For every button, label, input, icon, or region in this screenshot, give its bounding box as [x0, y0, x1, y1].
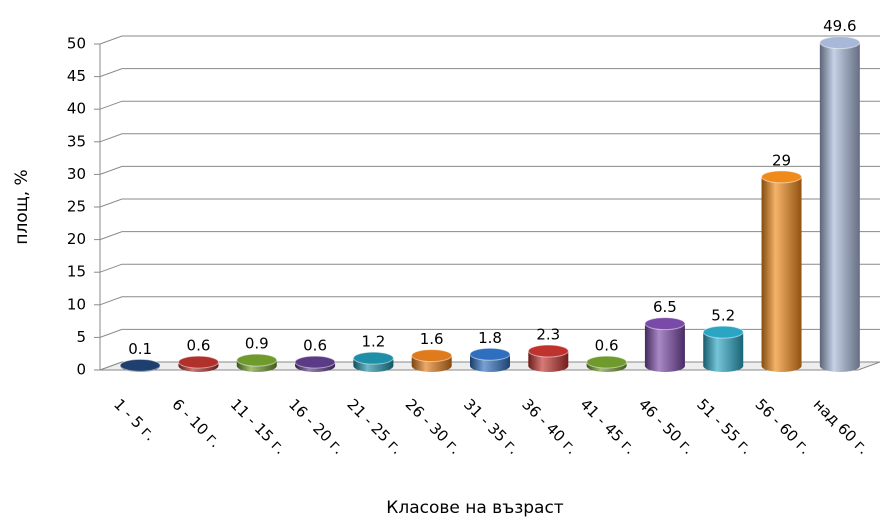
- x-tick-label: 56 - 60 г.: [752, 395, 815, 458]
- bar: [761, 170, 803, 372]
- x-tick-label: 31 - 35 г.: [460, 395, 523, 458]
- grid-line: [99, 198, 880, 208]
- grid-line: [99, 100, 880, 110]
- x-tick-label: над 60 г.: [810, 395, 873, 458]
- y-tick-label: 45: [67, 67, 86, 85]
- x-tick-label: 51 - 55 г.: [693, 395, 756, 458]
- y-tick-label: 30: [67, 165, 86, 183]
- bar: [644, 317, 686, 372]
- grid-line: [99, 231, 880, 241]
- bar-top: [761, 170, 803, 184]
- bar: [527, 344, 569, 372]
- bar: [236, 353, 278, 372]
- bar-top: [177, 355, 219, 369]
- x-tick-label: 36 - 40 г.: [518, 395, 581, 458]
- bar: [411, 349, 453, 372]
- data-label: 49.6: [823, 17, 856, 35]
- data-label: 29: [772, 151, 791, 169]
- bar: [177, 355, 219, 372]
- bar-body: [703, 332, 744, 372]
- data-label: 1.2: [361, 333, 385, 351]
- data-label: 0.6: [187, 337, 211, 355]
- bar-top: [644, 317, 686, 331]
- bar: [702, 325, 744, 372]
- bar-top: [119, 358, 161, 372]
- x-tick-label: 41 - 45 г.: [577, 395, 640, 458]
- bar: [469, 347, 511, 372]
- data-label: 6.5: [653, 298, 677, 316]
- data-label: 1.6: [420, 330, 444, 348]
- x-tick-label: 6 - 10 г.: [168, 395, 224, 451]
- x-tick-label: 21 - 25 г.: [343, 395, 406, 458]
- x-tick-label: 46 - 50 г.: [635, 395, 698, 458]
- bar-top: [352, 351, 394, 365]
- bar-top: [411, 349, 453, 363]
- y-tick-label: 10: [67, 295, 86, 313]
- x-tick-label: 16 - 20 г.: [285, 395, 348, 458]
- x-tick-label: 1 - 5 г.: [110, 395, 159, 444]
- grid-line: [99, 133, 880, 143]
- y-tick-label: 35: [67, 132, 86, 150]
- bar-top: [819, 36, 861, 50]
- bar-top: [469, 347, 511, 361]
- y-tick-label: 40: [67, 100, 86, 118]
- bar: [586, 355, 628, 372]
- y-tick-label: 50: [67, 35, 86, 53]
- grid-line: [99, 296, 880, 306]
- data-label: 5.2: [711, 307, 735, 325]
- data-label: 2.3: [536, 326, 560, 344]
- data-label: 0.6: [595, 337, 619, 355]
- bar: [119, 358, 161, 372]
- y-tick-label: 20: [67, 230, 86, 248]
- y-tick-label: 25: [67, 198, 86, 216]
- bar-top: [586, 355, 628, 369]
- bar-top: [702, 325, 744, 339]
- grid-line: [99, 328, 880, 338]
- grid-line: [99, 35, 880, 45]
- bar: [294, 355, 336, 372]
- y-tick-label: 5: [76, 328, 86, 346]
- bar: [819, 36, 861, 372]
- bar-body: [761, 176, 802, 372]
- grid-line: [99, 263, 880, 273]
- data-label: 1.8: [478, 329, 502, 347]
- data-label: 0.1: [128, 340, 152, 358]
- bar-body: [644, 323, 685, 372]
- x-tick-label: 26 - 30 г.: [402, 395, 465, 458]
- bar-top: [294, 355, 336, 369]
- y-axis-label: площ, %: [12, 169, 32, 244]
- grid-line: [99, 68, 880, 78]
- data-label: 0.9: [245, 335, 269, 353]
- bar-top: [527, 344, 569, 358]
- data-label: 0.6: [303, 337, 327, 355]
- x-axis-label: Класове на възраст: [386, 498, 564, 518]
- bar-top: [236, 353, 278, 367]
- grid-line: [99, 165, 880, 175]
- y-tick-label: 0: [76, 361, 86, 379]
- y-tick-label: 15: [67, 263, 86, 281]
- bar-body: [819, 42, 860, 372]
- bar: [352, 351, 394, 372]
- x-tick-label: 11 - 15 г.: [227, 395, 290, 458]
